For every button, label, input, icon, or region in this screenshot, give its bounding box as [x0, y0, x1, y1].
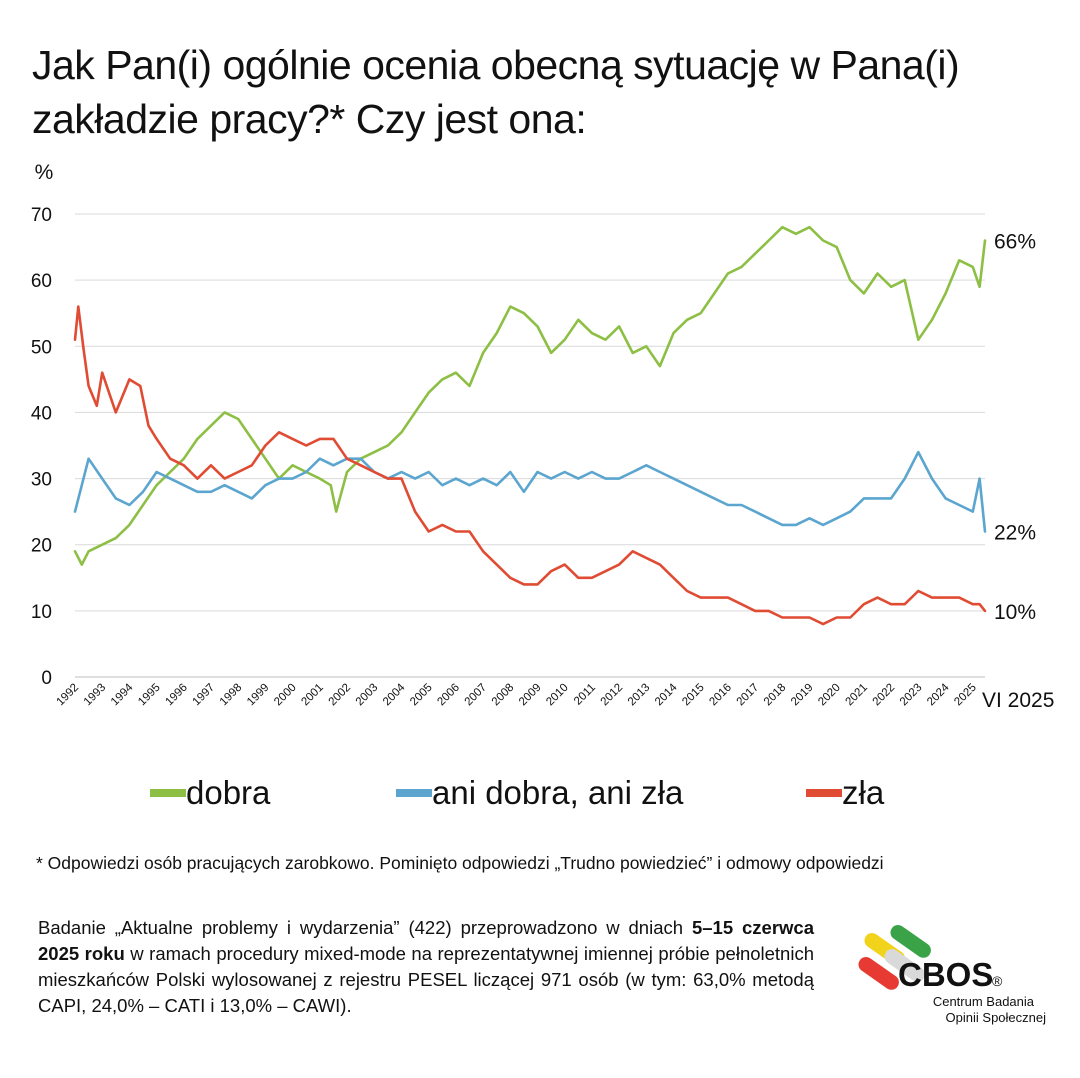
x-tick-label: 2024: [925, 681, 952, 708]
y-tick-label: 70: [31, 205, 52, 226]
y-tick-label: 30: [31, 470, 52, 491]
legend-label-zla: zła: [842, 774, 885, 811]
series-line-0: [73, 225, 987, 566]
chart-title-line-2: zakładzie pracy?* Czy jest ona:: [32, 96, 587, 142]
logo-pill-green: [890, 925, 931, 958]
legend-swatch-ani-dobra-ani-zla: [396, 789, 432, 797]
x-tick-label: 2021: [843, 682, 870, 709]
x-tick-label: 1993: [82, 682, 109, 709]
logo-pill-gray: [884, 949, 925, 982]
x-tick-label: 2013: [626, 682, 653, 709]
methodology-dates: 5–15 czerwca 2025 roku: [38, 917, 815, 964]
x-tick-label: 2007: [463, 682, 490, 709]
legend-swatch-zla: [806, 789, 842, 797]
logo-subtitle-line-2: Opinii Społecznej: [946, 1010, 1047, 1025]
logo-pill-red: [858, 957, 899, 990]
y-axis-ticks: 0 10 20 30 40 50 60 70: [31, 205, 52, 689]
end-labels: 66% 22% 10%: [994, 230, 1036, 623]
cbos-logo: CBOS ® Centrum Badania Opinii Społecznej: [858, 925, 1047, 1025]
x-tick-label: 2022: [871, 682, 898, 709]
x-tick-label: 2006: [435, 682, 462, 709]
legend-item-dobra: dobra: [150, 768, 270, 818]
end-value-label-2: 10%: [994, 601, 1036, 624]
logo-registered-mark: ®: [992, 973, 1003, 989]
x-tick-label: 1998: [218, 682, 245, 709]
x-tick-label: 2003: [354, 682, 381, 709]
x-tick-label: 1995: [136, 682, 163, 709]
x-tick-label: 2018: [762, 682, 789, 709]
x-tick-label: 2025: [952, 682, 979, 709]
y-tick-label: 10: [31, 602, 52, 623]
legend: dobra ani dobra, ani zła zła: [0, 768, 1080, 818]
x-tick-label: 2011: [572, 682, 598, 708]
x-tick-label: 2008: [490, 682, 517, 709]
cbos-logo-mark: [858, 925, 931, 990]
chart-title: Jak Pan(i) ogólnie ocenia obecną sytuacj…: [32, 38, 1042, 146]
x-tick-label: 2001: [299, 682, 326, 709]
logo-wordmark: CBOS: [898, 956, 993, 993]
gridlines: [75, 213, 985, 678]
y-tick-label: 50: [31, 337, 52, 358]
x-tick-label: 1994: [109, 681, 136, 708]
x-tick-label: 1992: [55, 682, 82, 709]
series-lines: [73, 225, 987, 626]
x-tick-label: 2016: [707, 682, 734, 709]
x-tick-label: 2004: [381, 681, 408, 708]
x-tick-label: 2000: [272, 682, 299, 709]
end-value-label-0: 66%: [994, 230, 1036, 253]
legend-swatch-dobra: [150, 789, 186, 797]
x-tick-label: 2010: [544, 682, 571, 709]
methodology-part-2: w ramach procedury mixed-mode na repreze…: [38, 943, 814, 1016]
x-axis-ticks: 1992 1993 1994 1995 1996 1997 1998 1999 2000 2001…: [55, 681, 979, 708]
y-axis-label: %: [35, 161, 54, 184]
x-tick-label: 2015: [680, 682, 707, 709]
x-tick-label: 2002: [327, 682, 354, 709]
y-tick-label: 0: [41, 668, 52, 689]
footnote: * Odpowiedzi osób pracujących zarobkowo.…: [36, 853, 884, 873]
end-value-label-1: 22%: [994, 521, 1036, 544]
x-tick-label: 1996: [163, 682, 190, 709]
x-tick-label: 2009: [517, 682, 544, 709]
logo-subtitle-line-1: Centrum Badania: [933, 994, 1035, 1009]
y-tick-label: 60: [31, 271, 52, 292]
x-tick-label: 2017: [735, 682, 762, 709]
legend-label-dobra: dobra: [186, 774, 271, 811]
x-tick-label: 1999: [245, 682, 272, 709]
x-tick-label: 2019: [789, 682, 816, 709]
chart-title-line-1: Jak Pan(i) ogólnie ocenia obecną sytuacj…: [32, 42, 960, 88]
x-tick-label: 2020: [816, 682, 843, 709]
y-tick-label: 20: [31, 536, 52, 557]
last-period-label: VI 2025: [982, 689, 1054, 712]
methodology-part-1: Badanie „Aktualne problemy i wydarzenia”…: [38, 917, 684, 938]
legend-label-ani-dobra-ani-zla: ani dobra, ani zła: [432, 774, 684, 811]
x-tick-label: 2014: [653, 681, 680, 708]
series-line-1: [73, 450, 987, 533]
legend-item-ani-dobra-ani-zla: ani dobra, ani zła: [396, 768, 683, 818]
y-tick-label: 40: [31, 403, 52, 424]
x-tick-label: 2005: [408, 682, 435, 709]
x-tick-label: 1997: [191, 682, 218, 709]
x-tick-label: 2012: [599, 682, 626, 709]
x-tick-label: 2023: [898, 682, 925, 709]
legend-item-zla: zła: [806, 768, 884, 818]
series-line-2: [73, 305, 987, 626]
methodology-note: Badanie „Aktualne problemy i wydarzenia”…: [38, 915, 814, 1019]
